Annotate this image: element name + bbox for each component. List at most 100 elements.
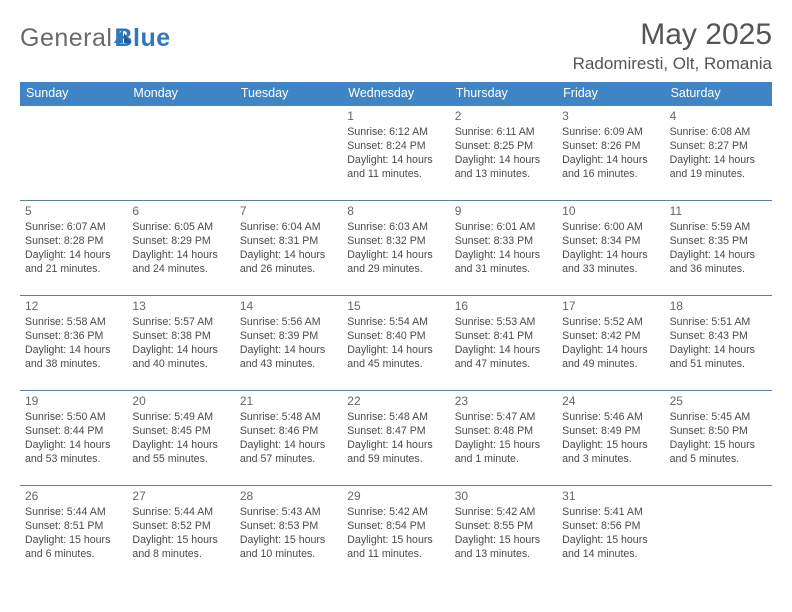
sunset-line: Sunset: 8:54 PM bbox=[347, 520, 444, 534]
calendar-cell: 13Sunrise: 5:57 AMSunset: 8:38 PMDayligh… bbox=[127, 295, 234, 390]
calendar-cell: 10Sunrise: 6:00 AMSunset: 8:34 PMDayligh… bbox=[557, 200, 664, 295]
sunrise-line: Sunrise: 6:04 AM bbox=[240, 221, 337, 235]
day-number: 15 bbox=[347, 299, 444, 315]
sunset-line: Sunset: 8:49 PM bbox=[562, 425, 659, 439]
sunrise-line: Sunrise: 5:54 AM bbox=[347, 316, 444, 330]
calendar-cell: 3Sunrise: 6:09 AMSunset: 8:26 PMDaylight… bbox=[557, 105, 664, 200]
calendar-cell: 20Sunrise: 5:49 AMSunset: 8:45 PMDayligh… bbox=[127, 390, 234, 485]
sunrise-line: Sunrise: 5:42 AM bbox=[455, 506, 552, 520]
day-number: 12 bbox=[25, 299, 122, 315]
sunset-line: Sunset: 8:26 PM bbox=[562, 140, 659, 154]
calendar-cell-empty bbox=[665, 485, 772, 580]
sunrise-line: Sunrise: 5:59 AM bbox=[670, 221, 767, 235]
daylight-line: Daylight: 14 hours and 57 minutes. bbox=[240, 439, 337, 467]
sunrise-line: Sunrise: 6:00 AM bbox=[562, 221, 659, 235]
sunrise-line: Sunrise: 6:01 AM bbox=[455, 221, 552, 235]
daylight-line: Daylight: 14 hours and 59 minutes. bbox=[347, 439, 444, 467]
sunset-line: Sunset: 8:31 PM bbox=[240, 235, 337, 249]
sunset-line: Sunset: 8:27 PM bbox=[670, 140, 767, 154]
day-number: 23 bbox=[455, 394, 552, 410]
sunrise-line: Sunrise: 5:45 AM bbox=[670, 411, 767, 425]
day-number: 24 bbox=[562, 394, 659, 410]
sunset-line: Sunset: 8:42 PM bbox=[562, 330, 659, 344]
calendar-cell: 28Sunrise: 5:43 AMSunset: 8:53 PMDayligh… bbox=[235, 485, 342, 580]
day-number: 22 bbox=[347, 394, 444, 410]
sunset-line: Sunset: 8:38 PM bbox=[132, 330, 229, 344]
sunrise-line: Sunrise: 6:11 AM bbox=[455, 126, 552, 140]
dow-cell: Wednesday bbox=[342, 82, 449, 105]
daylight-line: Daylight: 14 hours and 31 minutes. bbox=[455, 249, 552, 277]
header: General Blue May 2025 Radomiresti, Olt, … bbox=[20, 18, 772, 74]
daylight-line: Daylight: 14 hours and 26 minutes. bbox=[240, 249, 337, 277]
brand-logo: General Blue bbox=[20, 18, 171, 53]
calendar-cell: 26Sunrise: 5:44 AMSunset: 8:51 PMDayligh… bbox=[20, 485, 127, 580]
calendar-cell: 4Sunrise: 6:08 AMSunset: 8:27 PMDaylight… bbox=[665, 105, 772, 200]
sunset-line: Sunset: 8:43 PM bbox=[670, 330, 767, 344]
sunrise-line: Sunrise: 5:56 AM bbox=[240, 316, 337, 330]
daylight-line: Daylight: 15 hours and 5 minutes. bbox=[670, 439, 767, 467]
daylight-line: Daylight: 15 hours and 13 minutes. bbox=[455, 534, 552, 562]
sunset-line: Sunset: 8:44 PM bbox=[25, 425, 122, 439]
day-number: 21 bbox=[240, 394, 337, 410]
calendar-cell: 16Sunrise: 5:53 AMSunset: 8:41 PMDayligh… bbox=[450, 295, 557, 390]
calendar-cell: 11Sunrise: 5:59 AMSunset: 8:35 PMDayligh… bbox=[665, 200, 772, 295]
calendar-cell: 25Sunrise: 5:45 AMSunset: 8:50 PMDayligh… bbox=[665, 390, 772, 485]
daylight-line: Daylight: 14 hours and 16 minutes. bbox=[562, 154, 659, 182]
calendar-cell: 23Sunrise: 5:47 AMSunset: 8:48 PMDayligh… bbox=[450, 390, 557, 485]
daylight-line: Daylight: 14 hours and 21 minutes. bbox=[25, 249, 122, 277]
sunrise-line: Sunrise: 6:08 AM bbox=[670, 126, 767, 140]
daylight-line: Daylight: 14 hours and 36 minutes. bbox=[670, 249, 767, 277]
calendar-cell: 8Sunrise: 6:03 AMSunset: 8:32 PMDaylight… bbox=[342, 200, 449, 295]
day-number: 30 bbox=[455, 489, 552, 505]
calendar-cell-empty bbox=[235, 105, 342, 200]
dow-cell: Tuesday bbox=[235, 82, 342, 105]
sunrise-line: Sunrise: 5:57 AM bbox=[132, 316, 229, 330]
daylight-line: Daylight: 15 hours and 11 minutes. bbox=[347, 534, 444, 562]
day-number: 13 bbox=[132, 299, 229, 315]
day-number: 16 bbox=[455, 299, 552, 315]
sunrise-line: Sunrise: 5:52 AM bbox=[562, 316, 659, 330]
sunrise-line: Sunrise: 5:41 AM bbox=[562, 506, 659, 520]
sunrise-line: Sunrise: 5:48 AM bbox=[240, 411, 337, 425]
calendar-grid: 1Sunrise: 6:12 AMSunset: 8:24 PMDaylight… bbox=[20, 105, 772, 580]
calendar-cell: 22Sunrise: 5:48 AMSunset: 8:47 PMDayligh… bbox=[342, 390, 449, 485]
day-number: 10 bbox=[562, 204, 659, 220]
daylight-line: Daylight: 14 hours and 29 minutes. bbox=[347, 249, 444, 277]
sunset-line: Sunset: 8:24 PM bbox=[347, 140, 444, 154]
daylight-line: Daylight: 14 hours and 43 minutes. bbox=[240, 344, 337, 372]
daylight-line: Daylight: 15 hours and 10 minutes. bbox=[240, 534, 337, 562]
calendar-cell: 1Sunrise: 6:12 AMSunset: 8:24 PMDaylight… bbox=[342, 105, 449, 200]
sunrise-line: Sunrise: 5:58 AM bbox=[25, 316, 122, 330]
sunset-line: Sunset: 8:56 PM bbox=[562, 520, 659, 534]
daylight-line: Daylight: 14 hours and 40 minutes. bbox=[132, 344, 229, 372]
calendar-page: General Blue May 2025 Radomiresti, Olt, … bbox=[0, 0, 792, 612]
dow-cell: Friday bbox=[557, 82, 664, 105]
calendar-cell-empty bbox=[127, 105, 234, 200]
day-number: 18 bbox=[670, 299, 767, 315]
daylight-line: Daylight: 14 hours and 24 minutes. bbox=[132, 249, 229, 277]
calendar-cell: 9Sunrise: 6:01 AMSunset: 8:33 PMDaylight… bbox=[450, 200, 557, 295]
sunrise-line: Sunrise: 5:46 AM bbox=[562, 411, 659, 425]
sunset-line: Sunset: 8:48 PM bbox=[455, 425, 552, 439]
day-number: 6 bbox=[132, 204, 229, 220]
sunset-line: Sunset: 8:41 PM bbox=[455, 330, 552, 344]
daylight-line: Daylight: 14 hours and 13 minutes. bbox=[455, 154, 552, 182]
day-number: 20 bbox=[132, 394, 229, 410]
sunset-line: Sunset: 8:50 PM bbox=[670, 425, 767, 439]
day-number: 5 bbox=[25, 204, 122, 220]
sunset-line: Sunset: 8:25 PM bbox=[455, 140, 552, 154]
sunrise-line: Sunrise: 5:49 AM bbox=[132, 411, 229, 425]
sunrise-line: Sunrise: 6:09 AM bbox=[562, 126, 659, 140]
calendar-cell: 17Sunrise: 5:52 AMSunset: 8:42 PMDayligh… bbox=[557, 295, 664, 390]
day-number: 27 bbox=[132, 489, 229, 505]
sunrise-line: Sunrise: 6:07 AM bbox=[25, 221, 122, 235]
daylight-line: Daylight: 14 hours and 11 minutes. bbox=[347, 154, 444, 182]
daylight-line: Daylight: 14 hours and 47 minutes. bbox=[455, 344, 552, 372]
calendar-cell: 5Sunrise: 6:07 AMSunset: 8:28 PMDaylight… bbox=[20, 200, 127, 295]
sunset-line: Sunset: 8:33 PM bbox=[455, 235, 552, 249]
day-number: 17 bbox=[562, 299, 659, 315]
daylight-line: Daylight: 15 hours and 8 minutes. bbox=[132, 534, 229, 562]
sunrise-line: Sunrise: 6:05 AM bbox=[132, 221, 229, 235]
calendar-cell: 30Sunrise: 5:42 AMSunset: 8:55 PMDayligh… bbox=[450, 485, 557, 580]
day-number: 3 bbox=[562, 109, 659, 125]
